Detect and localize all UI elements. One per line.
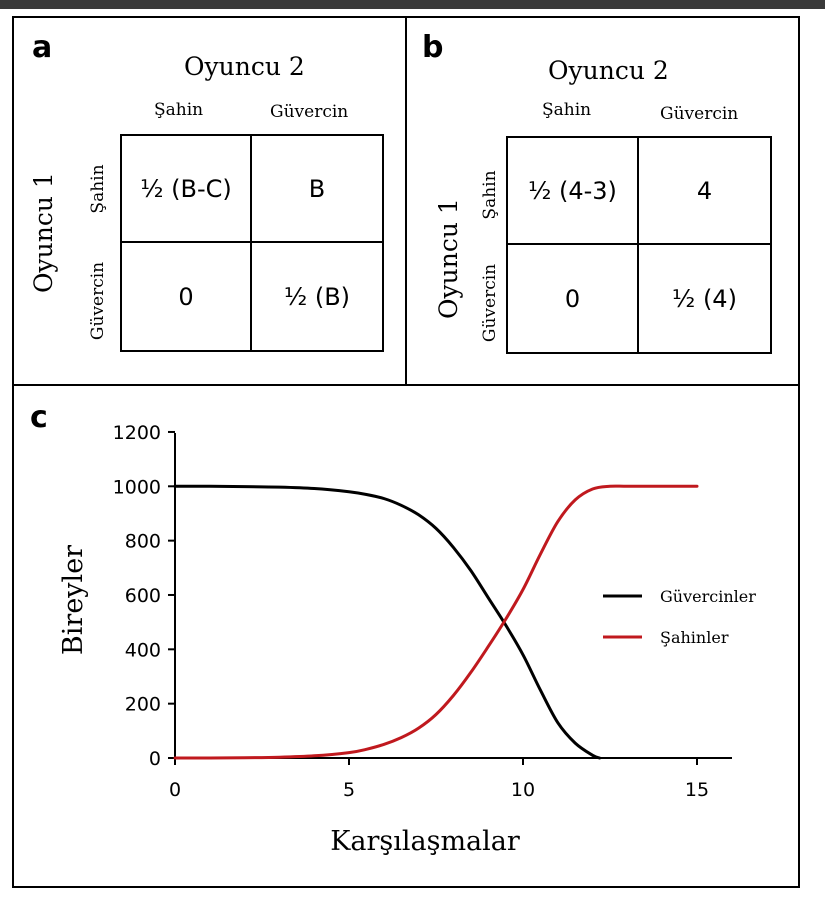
x-tick-label: 10 xyxy=(511,779,535,801)
panel-a-cell-hawk-hawk: ½ (B-C) xyxy=(122,136,252,243)
y-tick-label: 0 xyxy=(149,748,161,770)
panel-b-cell-dove-hawk: 0 xyxy=(508,245,639,352)
y-ticks: 0 200 400 600 800 1000 1200 xyxy=(113,422,175,770)
panel-a-cell-dove-hawk: 0 xyxy=(122,243,252,350)
panel-a-cell-hawk-dove: B xyxy=(252,136,382,243)
panel-a-payoff-matrix: ½ (B-C) B 0 ½ (B) xyxy=(120,134,384,352)
vertical-divider xyxy=(405,18,407,386)
panel-a-player2-label: Oyuncu 2 xyxy=(184,52,305,81)
y-tick-label: 1000 xyxy=(113,476,161,498)
legend: Güvercinler Şahinler xyxy=(603,587,756,647)
y-tick-label: 1200 xyxy=(113,422,161,444)
panel-a-cell-dove-dove: ½ (B) xyxy=(283,282,351,311)
panel-b-player2-label: Oyuncu 2 xyxy=(548,56,669,85)
panel-a-letter: a xyxy=(32,30,53,65)
y-axis-label: Bireyler xyxy=(58,545,89,655)
x-tick-label: 0 xyxy=(169,779,181,801)
legend-label-doves: Güvercinler xyxy=(660,587,756,606)
y-tick-label: 200 xyxy=(125,694,161,716)
series-line-hawks xyxy=(173,484,699,760)
panel-b-cell-dove-dove: ½ (4) xyxy=(672,284,737,313)
panel-b-cell-hawk-dove: 4 xyxy=(639,138,770,245)
y-tick-label: 600 xyxy=(125,585,161,607)
panel-b-col-header-dove: Güvercin xyxy=(660,104,739,124)
panel-b-cell-hawk-hawk: ½ (4-3) xyxy=(508,138,639,245)
y-tick-label: 400 xyxy=(125,639,161,661)
x-ticks: 0 5 10 15 xyxy=(169,758,709,801)
x-tick-label: 15 xyxy=(685,779,709,801)
y-tick-label: 800 xyxy=(125,531,161,553)
x-axis-label: Karşılaşmalar xyxy=(330,826,520,857)
window-top-bar xyxy=(0,0,825,9)
legend-label-hawks: Şahinler xyxy=(660,628,729,647)
x-tick-label: 5 xyxy=(343,779,355,801)
panel-b-payoff-matrix: ½ (4-3) 4 0 ½ (4) xyxy=(506,136,772,354)
panel-b-col-header-hawk: Şahin xyxy=(542,100,592,120)
horizontal-divider xyxy=(14,384,798,386)
panel-c-letter: c xyxy=(30,400,48,435)
panel-a-col-header-hawk: Şahin xyxy=(154,100,204,120)
series-lines xyxy=(173,484,699,760)
panel-a-col-header-dove: Güvercin xyxy=(270,102,349,122)
figure-frame: a Oyuncu 2 Şahin Güvercin Oyuncu 1 Şahin… xyxy=(12,16,800,888)
panel-b-letter: b xyxy=(422,30,444,65)
series-line-doves xyxy=(173,484,602,760)
